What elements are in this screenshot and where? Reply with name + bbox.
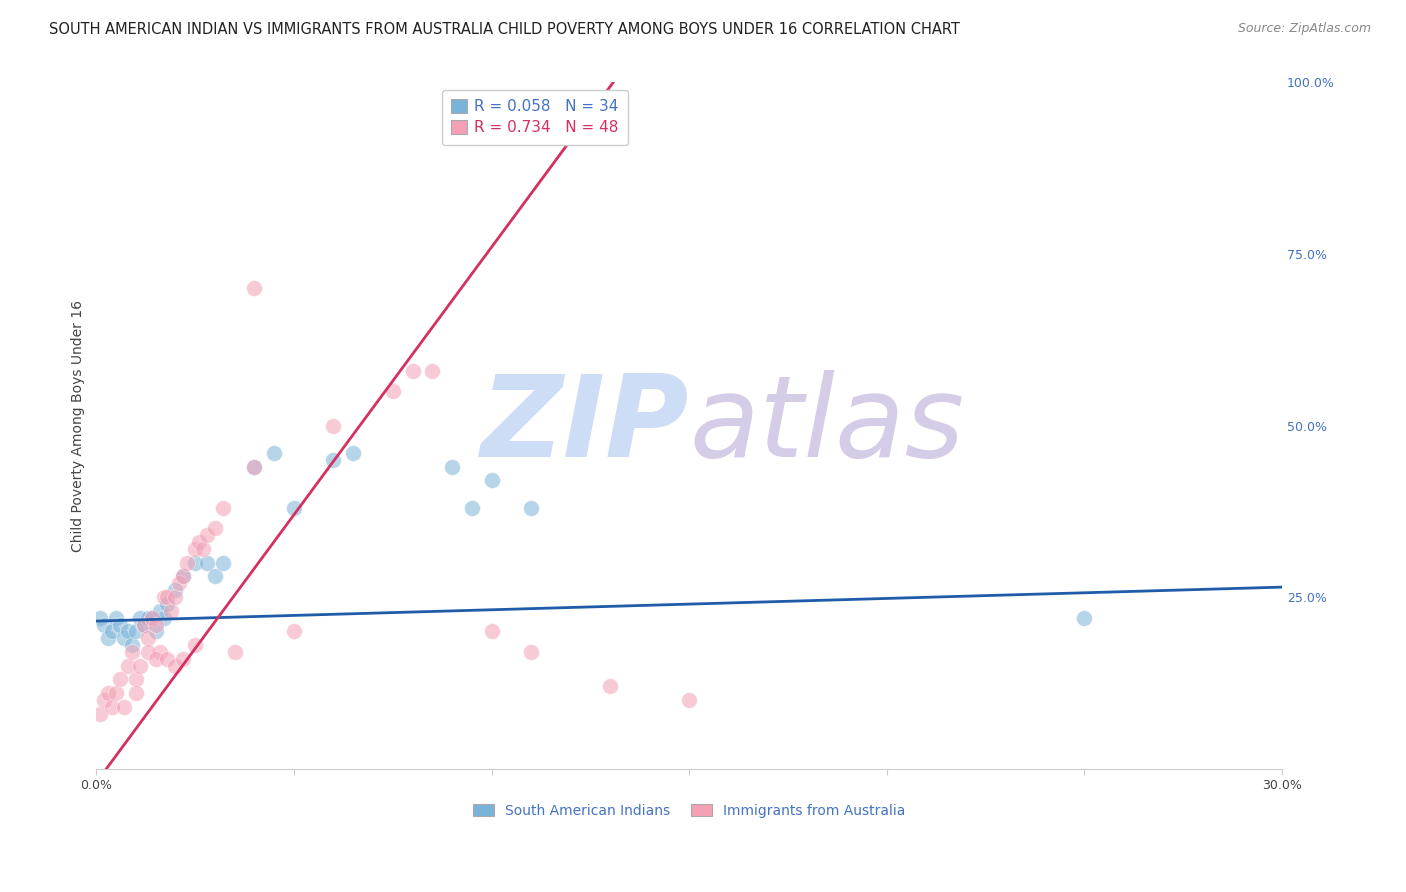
Point (117, 658, 139, 673)
Point (204, 569, 226, 583)
Point (188, 535, 211, 549)
Y-axis label: Child Poverty Among Boys Under 16: Child Poverty Among Boys Under 16 (72, 300, 86, 551)
Point (105, 686, 128, 700)
Point (283, 624, 305, 639)
Point (243, 459, 266, 474)
Point (121, 638, 143, 652)
Point (145, 617, 167, 632)
Point (136, 610, 159, 624)
Point (322, 418, 344, 433)
Point (112, 699, 135, 714)
Point (172, 569, 194, 583)
Point (184, 556, 207, 570)
Point (149, 645, 172, 659)
Point (105, 610, 128, 624)
Point (211, 500, 233, 515)
Point (263, 446, 285, 460)
Point (283, 500, 305, 515)
Point (93, 693, 115, 707)
Point (172, 652, 194, 666)
Point (184, 638, 207, 652)
Point (152, 610, 174, 624)
Point (132, 617, 155, 632)
Point (156, 652, 179, 666)
Point (461, 500, 484, 515)
Point (599, 679, 621, 693)
Point (165, 658, 187, 673)
Point (224, 645, 246, 659)
Point (172, 569, 194, 583)
Text: atlas: atlas (689, 370, 965, 481)
Point (420, 364, 443, 378)
Point (243, 459, 266, 474)
Point (243, 281, 266, 295)
Point (108, 673, 131, 687)
Point (132, 617, 155, 632)
Point (441, 459, 464, 474)
Point (121, 645, 143, 659)
Point (401, 364, 423, 378)
Point (678, 693, 700, 707)
Point (136, 632, 159, 646)
Point (101, 624, 124, 639)
Point (89, 610, 111, 624)
Point (520, 645, 543, 659)
Point (1073, 610, 1095, 624)
Point (108, 617, 131, 632)
Point (97, 632, 120, 646)
Point (141, 610, 163, 624)
Text: SOUTH AMERICAN INDIAN VS IMMIGRANTS FROM AUSTRALIA CHILD POVERTY AMONG BOYS UNDE: SOUTH AMERICAN INDIAN VS IMMIGRANTS FROM… (49, 22, 960, 37)
Legend: South American Indians, Immigrants from Australia: South American Indians, Immigrants from … (468, 798, 911, 823)
Point (481, 624, 503, 639)
Point (165, 590, 187, 604)
Point (145, 652, 167, 666)
Point (342, 446, 364, 460)
Point (322, 453, 344, 467)
Point (152, 590, 174, 604)
Point (117, 624, 139, 639)
Point (520, 500, 543, 515)
Point (125, 673, 148, 687)
Point (136, 645, 159, 659)
Point (89, 706, 111, 721)
Point (145, 624, 167, 639)
Point (160, 604, 183, 618)
Point (195, 556, 218, 570)
Point (169, 576, 191, 591)
Point (176, 556, 198, 570)
Point (128, 658, 150, 673)
Point (125, 686, 148, 700)
Text: Source: ZipAtlas.com: Source: ZipAtlas.com (1237, 22, 1371, 36)
Point (112, 632, 135, 646)
Point (97, 686, 120, 700)
Text: ZIP: ZIP (481, 370, 689, 481)
Point (141, 610, 163, 624)
Point (125, 624, 148, 639)
Point (156, 597, 179, 611)
Point (381, 384, 404, 399)
Point (195, 528, 218, 542)
Point (165, 583, 187, 598)
Point (204, 521, 226, 535)
Point (93, 617, 115, 632)
Point (128, 610, 150, 624)
Point (149, 604, 172, 618)
Point (184, 542, 207, 557)
Point (191, 542, 214, 557)
Point (481, 474, 503, 488)
Point (101, 699, 124, 714)
Point (211, 556, 233, 570)
Point (156, 590, 179, 604)
